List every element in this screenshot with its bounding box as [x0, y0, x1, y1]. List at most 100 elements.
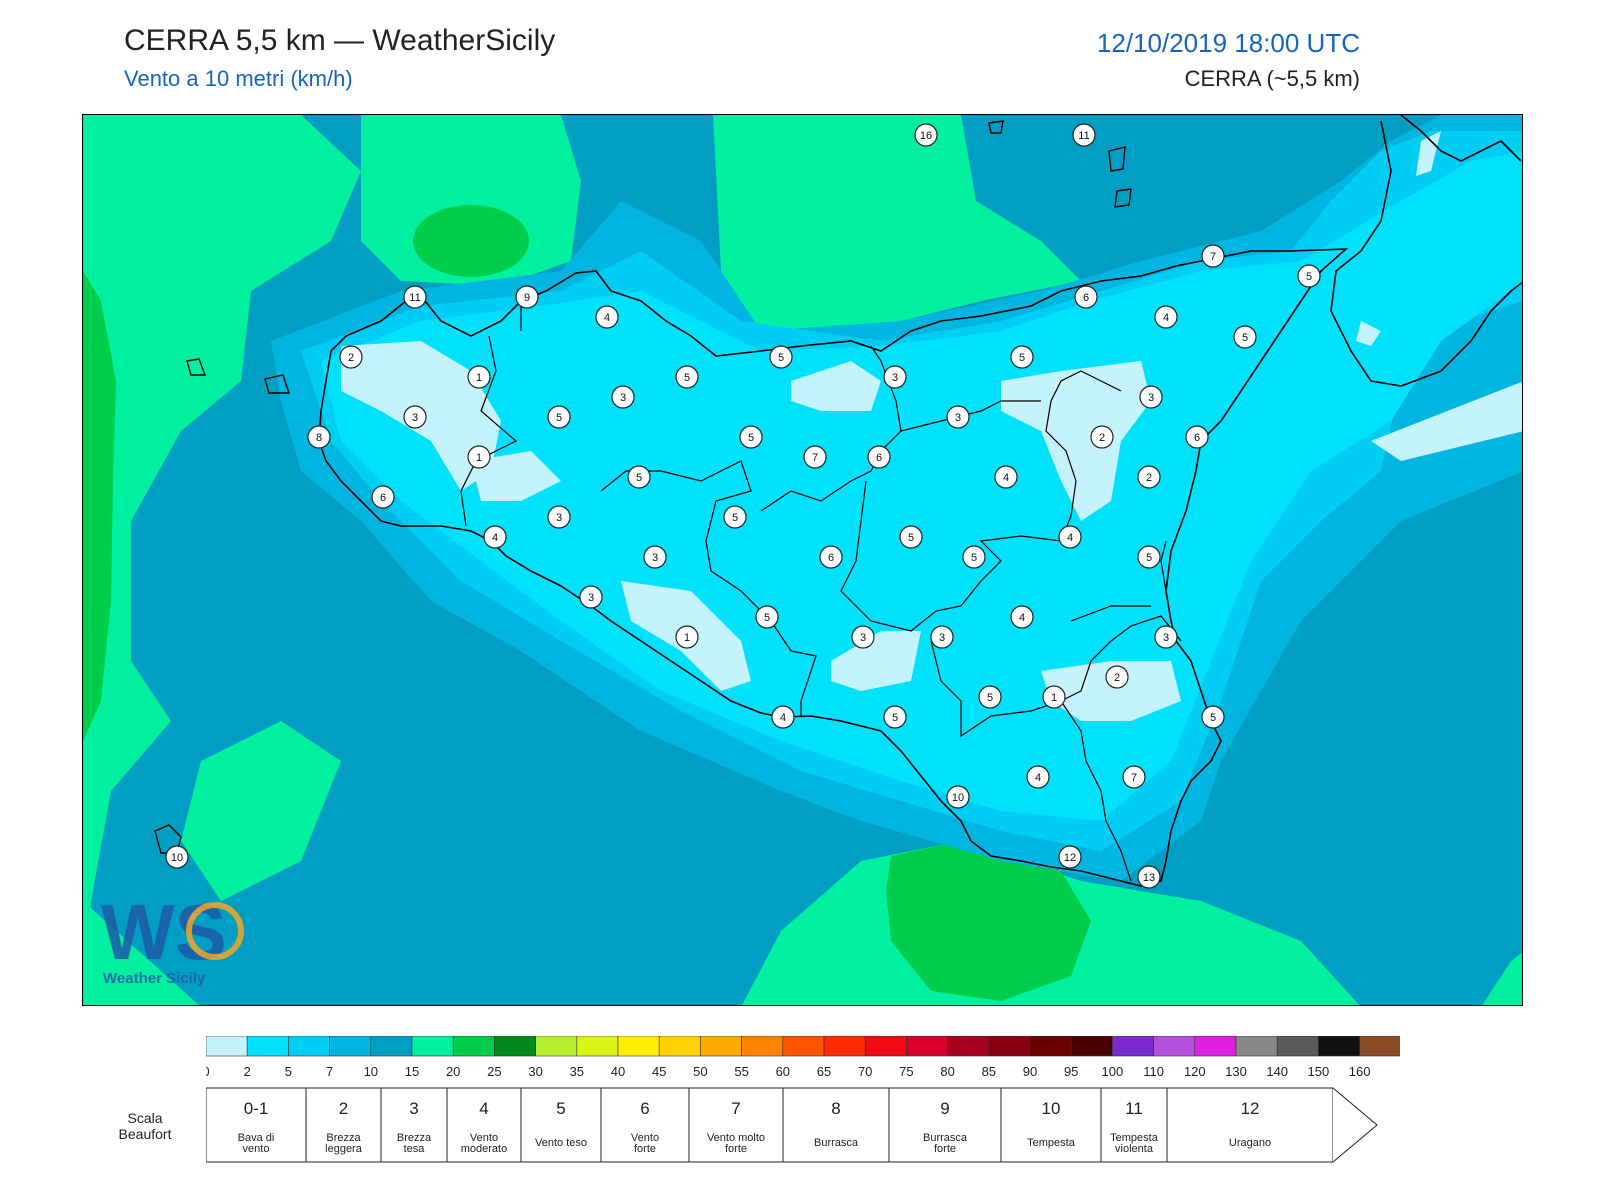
colorbar-swatch	[658, 1035, 701, 1057]
station-marker: 4	[1010, 605, 1034, 629]
station-marker: 7	[1122, 765, 1146, 789]
station-marker: 7	[803, 445, 827, 469]
station-value: 6	[1083, 292, 1089, 304]
beaufort-cell	[688, 1087, 784, 1163]
colorbar-tick: 0	[206, 1064, 210, 1079]
station-value: 7	[1210, 251, 1216, 263]
station-marker: 2	[1090, 425, 1114, 449]
beaufort-number: 6	[640, 1099, 649, 1118]
station-circle	[803, 445, 827, 469]
station-value: 1	[684, 632, 690, 644]
beaufort-cell	[305, 1087, 382, 1163]
wind-map: 16 11 7 5 11 9 4 6 4 5 2 5 3 5 1 5 3 3 3 5 3 8 5 2 6 1 7 6 5 4 2 6 3 5 4 5 4…	[82, 114, 1523, 1006]
station-value: 4	[1067, 532, 1073, 544]
station-value: 6	[876, 452, 882, 464]
colorbar-tick: 65	[817, 1064, 831, 1079]
colorbar: 0257101520253035404550556065707580859095…	[202, 1035, 1483, 1091]
station-value: 7	[1131, 772, 1137, 784]
egadi-islands	[186, 358, 290, 394]
beaufort-scale: 0-1 Bava di vento 2 Brezza leggera 3 Brezza tesa…	[205, 1086, 1400, 1171]
station-circle	[675, 365, 699, 389]
station-value: 5	[764, 612, 770, 624]
station-circle	[883, 365, 907, 389]
beaufort-cell	[520, 1087, 602, 1163]
station-marker: 2	[339, 345, 363, 369]
colorbar-tick: 5	[285, 1064, 292, 1079]
station-circle	[1137, 465, 1161, 489]
colorbar-tick: 50	[693, 1064, 707, 1079]
station-value: 3	[620, 392, 626, 404]
station-value: 3	[1148, 392, 1154, 404]
station-circle	[1122, 765, 1146, 789]
station-marker: 11	[403, 285, 427, 309]
colorbar-swatch	[823, 1035, 866, 1057]
beaufort-cell	[1100, 1087, 1168, 1163]
station-marker: 4	[1058, 525, 1082, 549]
model-label: CERRA (~5,5 km)	[1184, 66, 1360, 91]
station-circle	[1154, 305, 1178, 329]
colorbar-tick: 85	[982, 1064, 996, 1079]
station-circle	[930, 625, 954, 649]
station-circle	[755, 605, 779, 629]
beaufort-cell	[782, 1087, 890, 1163]
station-marker: 5	[978, 685, 1002, 709]
station-marker: 5	[769, 345, 793, 369]
beaufort-name: Vento teso	[535, 1137, 587, 1149]
colorbar-swatch	[947, 1035, 990, 1057]
beaufort-number: 8	[831, 1099, 840, 1118]
colorbar-tick: 35	[570, 1064, 584, 1079]
beaufort-cell	[205, 1087, 307, 1163]
station-marker: 10	[946, 785, 970, 809]
station-value: 3	[860, 632, 866, 644]
weathersicily-logo: WS Weather Sicily	[97, 881, 257, 991]
station-value: 3	[412, 412, 418, 424]
station-value: 7	[812, 452, 818, 464]
station-value: 5	[1146, 552, 1152, 564]
beaufort-cell	[1000, 1087, 1102, 1163]
colorbar-tick: 120	[1184, 1064, 1206, 1079]
station-marker: 8	[307, 425, 331, 449]
wind-band-20-25-north	[413, 205, 529, 277]
beaufort-name: Vento forte	[631, 1132, 659, 1155]
colorbar-tick: 7	[326, 1064, 333, 1079]
beaufort-number: 7	[731, 1099, 740, 1118]
colorbar-swatch	[452, 1035, 495, 1057]
station-marker: 16	[914, 123, 938, 147]
station-circle	[1201, 705, 1225, 729]
station-circle	[819, 545, 843, 569]
colorbar-swatch	[494, 1035, 536, 1057]
station-circle	[547, 405, 571, 429]
wind-band-0-2-west2	[471, 451, 561, 501]
colorbar-swatch	[370, 1035, 413, 1057]
station-circle	[467, 445, 491, 469]
station-marker: 3	[946, 405, 970, 429]
station-circle	[1010, 345, 1034, 369]
station-marker: 7	[1201, 244, 1225, 268]
station-marker: 5	[627, 465, 651, 489]
wind-band-15-20-southeast	[1482, 952, 1522, 1005]
colorbar-swatch	[1194, 1035, 1237, 1057]
station-marker: 5	[1233, 325, 1257, 349]
station-marker: 4	[595, 305, 619, 329]
station-marker: 3	[611, 385, 635, 409]
station-marker: 5	[723, 505, 747, 529]
station-marker: 2	[1137, 465, 1161, 489]
beaufort-name: Vento moderato	[461, 1132, 507, 1155]
station-circle	[1026, 765, 1050, 789]
map-subtitle: Vento a 10 metri (km/h)	[124, 66, 353, 91]
station-marker: 3	[851, 625, 875, 649]
station-marker: 5	[547, 405, 571, 429]
station-marker: 3	[1139, 385, 1163, 409]
station-marker: 5	[1297, 264, 1321, 288]
station-marker: 5	[675, 365, 699, 389]
station-value: 5	[1019, 352, 1025, 364]
beaufort-name: Tempesta violenta	[1110, 1132, 1159, 1155]
station-circle	[547, 505, 571, 529]
station-circle	[739, 425, 763, 449]
logo-name: Weather Sicily	[103, 970, 206, 987]
station-circle	[1058, 845, 1082, 869]
station-value: 5	[908, 532, 914, 544]
colorbar-tick: 140	[1266, 1064, 1288, 1079]
station-marker: 12	[1058, 845, 1082, 869]
beaufort-cell	[888, 1087, 1002, 1163]
